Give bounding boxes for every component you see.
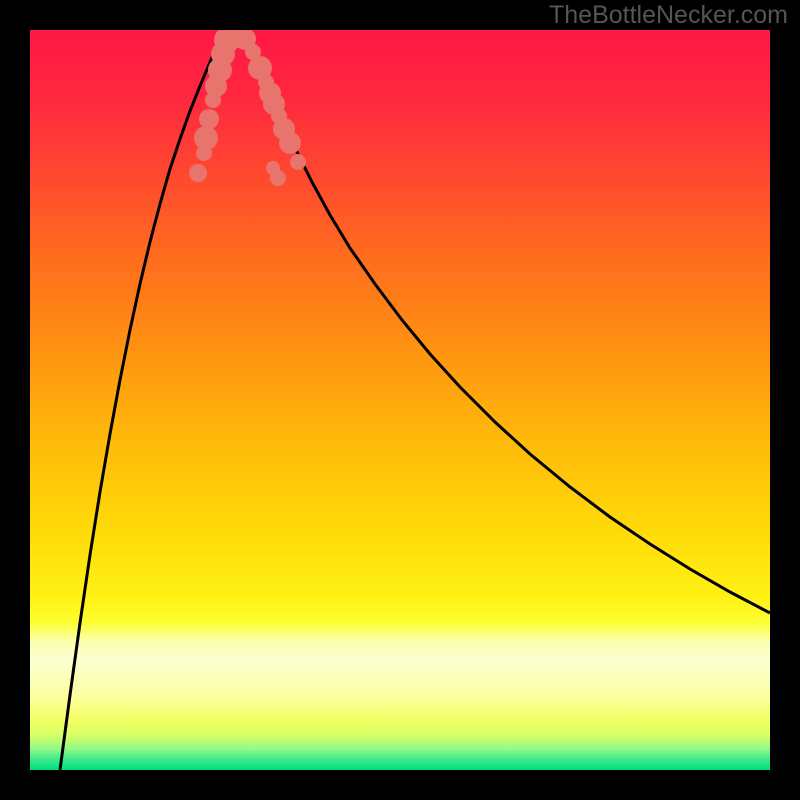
data-marker	[279, 132, 301, 154]
chart-container: TheBottleNecker.com	[0, 0, 800, 800]
data-marker	[270, 170, 286, 186]
plot-svg	[0, 0, 800, 800]
data-marker	[199, 109, 219, 129]
data-marker	[189, 164, 207, 182]
curve-right	[227, 30, 770, 613]
curve-markers	[189, 22, 306, 186]
data-marker	[290, 154, 306, 170]
watermark-text: TheBottleNecker.com	[549, 1, 788, 30]
data-marker	[194, 126, 218, 150]
